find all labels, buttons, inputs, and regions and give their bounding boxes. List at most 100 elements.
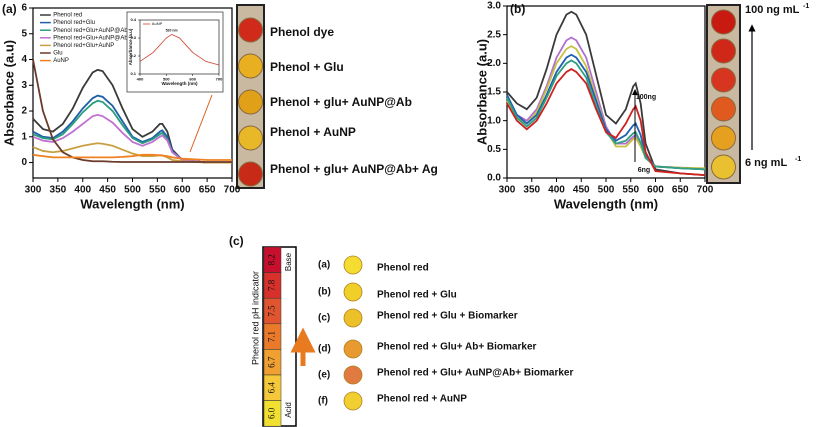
x-axis-title: Wavelength (nm) (80, 196, 184, 211)
x-tick-label: 500 (163, 76, 170, 81)
y-axis-title: Absorbance (a.u) (474, 39, 489, 145)
scale-end: Acid (284, 402, 293, 418)
photo-well (238, 17, 263, 43)
item-label: Phenol red + Glu+ Ab+ Biomarker (377, 342, 537, 353)
item-well (343, 365, 363, 385)
photo-strip (706, 4, 741, 184)
x-axis-title: Wavelength (nm) (554, 196, 658, 211)
item-label: Phenol red (377, 263, 429, 274)
photo-well (711, 125, 736, 151)
ph-value: 6.7 (267, 356, 277, 368)
photo-label: Phenol + AuNP (270, 125, 356, 139)
annotation: 6ng (638, 167, 650, 174)
y-tick-label: 0.5 (487, 144, 501, 155)
y-tick-label: 0.0 (487, 173, 501, 184)
legend-label: Phenol red+Glu+AuNP@Ab-OPN (53, 35, 142, 41)
item-well (343, 339, 363, 359)
photo-label: Phenol + glu+ AuNP@Ab (270, 95, 412, 109)
y-tick-label: 2.5 (487, 29, 501, 40)
y-tick-label: 0 (21, 157, 27, 168)
x-tick-label: 500 (124, 185, 141, 196)
ph-cell (263, 400, 282, 427)
photo-well (711, 67, 736, 93)
x-tick-label: 700 (697, 185, 714, 196)
item-label: Phenol red + Glu + Biomarker (377, 311, 518, 322)
x-tick-label: 600 (174, 185, 191, 196)
series-line (506, 59, 706, 171)
inset-frame (126, 11, 224, 93)
item-letter: (a) (318, 260, 330, 271)
photo-well (711, 38, 736, 64)
x-tick-label: 400 (74, 185, 91, 196)
ph-value: 8.2 (267, 254, 277, 265)
x-tick-label: 300 (25, 185, 42, 196)
x-tick-label: 400 (548, 185, 565, 196)
y-tick-label: 1.5 (487, 87, 501, 98)
x-axis-title: Wavelength (nm) (161, 81, 198, 86)
photo-label: Phenol dye (270, 25, 334, 39)
legend-label: Glu (53, 51, 62, 57)
ph-value: 7.1 (267, 331, 277, 342)
photo-well (238, 161, 263, 187)
series-line (32, 113, 232, 164)
item-well (343, 282, 363, 302)
item-letter: (f) (318, 396, 328, 407)
photo-well (711, 154, 736, 180)
photo-well (238, 89, 263, 115)
item-well (343, 255, 363, 275)
pointer-arrow (189, 94, 213, 153)
x-tick-label: 350 (50, 185, 67, 196)
series-line (506, 10, 706, 177)
item-label: Phenol red + Glu+ AuNP@Ab+ Biomarker (377, 368, 573, 379)
y-tick-label: 1.0 (487, 115, 501, 126)
item-letter: (d) (318, 344, 331, 355)
panel-label: (b) (510, 2, 525, 16)
y-tick-label: 0.1 (130, 71, 136, 76)
ph-value: 7.8 (267, 279, 277, 291)
y-tick-label: 1 (21, 131, 27, 142)
photo-label: Phenol + Glu (270, 60, 344, 74)
series-line (32, 142, 232, 164)
series-line (32, 59, 232, 163)
y-axis-title: Absorbance (a.u) (1, 40, 16, 146)
item-letter: (b) (318, 287, 331, 298)
y-tick-label: 4 (21, 54, 27, 65)
x-tick-label: 600 (647, 185, 664, 196)
x-tick-label: 400 (137, 76, 144, 81)
x-tick-label: 700 (224, 185, 241, 196)
legend-label: Phenol red+Glu+AuNP@Ab (53, 28, 128, 34)
annotation: 520 nm (166, 29, 178, 33)
item-label: Phenol red + AuNP (377, 394, 467, 405)
photo-range-sup: -1 (795, 156, 801, 163)
scale-end: Base (284, 252, 293, 271)
series-line (506, 36, 706, 171)
plot-frame (139, 19, 220, 75)
item-well (343, 391, 363, 411)
ph-value: 6.0 (267, 407, 277, 419)
legend-label: AuNP (152, 21, 163, 26)
x-tick-label: 650 (672, 185, 689, 196)
x-tick-label: 500 (598, 185, 615, 196)
x-tick-label: 550 (622, 185, 639, 196)
series-line (506, 68, 706, 177)
y-tick-label: 0.2 (130, 53, 136, 58)
y-tick-label: 2.0 (487, 58, 501, 69)
y-tick-label: 0.4 (130, 17, 136, 22)
x-tick-label: 650 (199, 185, 216, 196)
series-line (506, 53, 706, 171)
photo-label: Phenol + glu+ AuNP@Ab+ Ag (270, 162, 438, 176)
y-tick-label: 6 (21, 3, 27, 14)
photo-range-label: 100 ng mL (745, 4, 800, 16)
panel-label: (c) (229, 234, 244, 248)
series-line (139, 33, 220, 66)
photo-well (711, 9, 736, 35)
y-tick-label: 3.0 (487, 1, 501, 12)
y-tick-label: 5 (21, 28, 27, 39)
x-tick-label: 550 (149, 185, 166, 196)
photo-well (711, 96, 736, 122)
x-tick-label: 600 (189, 76, 196, 81)
photo-range-label: 6 ng mL (745, 157, 787, 169)
x-tick-label: 450 (573, 185, 590, 196)
legend-label: Phenol red+Glu+AuNP (53, 43, 114, 49)
